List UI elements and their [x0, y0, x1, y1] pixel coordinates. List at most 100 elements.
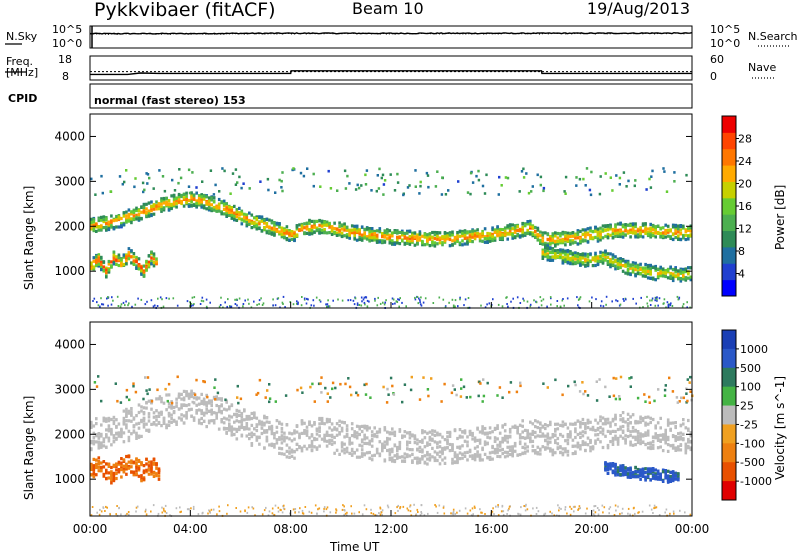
velocity-cell: [544, 434, 547, 438]
power-sparse-cell: [425, 171, 429, 175]
power-cell: [614, 264, 617, 268]
power-cell: [656, 224, 660, 228]
velocity-cell: [115, 468, 118, 472]
power-cell: [162, 206, 166, 210]
power-cell: [426, 235, 429, 239]
velocity-sparse-cell: [255, 393, 258, 396]
velocity-cell: [488, 431, 492, 435]
power-cell: [576, 259, 580, 263]
velocity-cell: [391, 447, 394, 451]
velocity-cell: [222, 427, 226, 431]
power-cell: [180, 193, 183, 198]
velocity-ground-cell: [226, 512, 228, 515]
velocity-cell: [677, 448, 680, 452]
power-ground-cell: [219, 304, 222, 306]
velocity-cell: [110, 481, 113, 485]
velocity-cell: [651, 468, 655, 472]
velocity-cell: [566, 438, 570, 442]
power-cell: [556, 254, 560, 258]
velocity-cell: [403, 459, 407, 463]
velocity-ground-cell: [669, 512, 671, 515]
velocity-cell: [132, 429, 136, 433]
power-ground-cell: [686, 306, 688, 309]
velocity-cell: [360, 438, 364, 442]
velocity-cell: [539, 434, 542, 438]
power-cell: [431, 230, 434, 235]
velocity-cell: [355, 436, 359, 440]
velocity-cell: [644, 423, 647, 427]
power-cell: [581, 239, 585, 243]
power-cell: [212, 200, 216, 204]
velocity-cell: [589, 445, 592, 449]
power-ground-cell: [220, 296, 222, 299]
velocity-sparse-cell: [195, 378, 198, 382]
power-cell: [205, 195, 208, 199]
velocity-cell: [228, 423, 231, 427]
velocity-cell: [340, 426, 344, 430]
velocity-cell: [195, 409, 198, 413]
power-cell: [95, 260, 98, 264]
power-cell: [386, 233, 389, 237]
velocity-cell: [150, 460, 153, 464]
velocity-cell: [503, 434, 507, 438]
velocity-cell: [659, 445, 662, 449]
power-cell: [358, 232, 361, 236]
power-cell: [616, 259, 620, 263]
velocity-cell: [122, 421, 126, 425]
velocity-cell: [621, 430, 625, 434]
velocity-cell: [476, 427, 479, 431]
power-cell: [117, 225, 121, 229]
velocity-cell: [669, 479, 672, 483]
power-cell: [355, 224, 359, 228]
velocity-cell: [488, 426, 492, 430]
velocity-cell: [644, 476, 647, 481]
velocity-cell: [155, 423, 158, 427]
velocity-cell: [398, 444, 402, 448]
velocity-ground-cell: [574, 505, 576, 508]
velocity-cell: [656, 446, 660, 450]
velocity-cell: [682, 422, 685, 426]
velocity-cell: [152, 411, 156, 415]
power-sparse-cell: [141, 181, 145, 185]
velocity-cell: [280, 441, 284, 445]
power-ground-cell: [414, 298, 417, 301]
power-sparse-cell: [348, 182, 351, 185]
power-cell: [391, 242, 394, 246]
velocity-cell: [554, 440, 557, 445]
power-cell: [170, 204, 173, 208]
power-cell: [355, 229, 359, 233]
velocity-cell: [473, 458, 477, 462]
power-cell: [122, 223, 126, 227]
power-sparse-cell: [234, 168, 238, 171]
velocity-cell: [619, 472, 622, 477]
power-cell: [207, 203, 211, 207]
velocity-cell: [664, 439, 667, 443]
power-ground-cell: [507, 305, 509, 308]
velocity-ground-cell: [379, 513, 382, 516]
velocity-cell: [230, 415, 234, 419]
power-cell: [147, 265, 151, 269]
power-cell: [192, 193, 196, 197]
power-sparse-cell: [378, 167, 381, 171]
power-cell: [503, 226, 507, 230]
velocity-cell: [636, 475, 640, 479]
power-cell: [185, 191, 188, 195]
velocity-ground-cell: [502, 514, 505, 517]
power-cell: [493, 228, 497, 232]
power-cell: [564, 234, 567, 238]
velocity-cell: [541, 433, 545, 437]
power-ground-cell: [361, 300, 363, 303]
power-cell: [416, 241, 419, 245]
power-cell: [636, 229, 640, 233]
velocity-cell: [202, 411, 206, 415]
velocity-ground-cell: [106, 506, 108, 509]
velocity-cell: [340, 449, 344, 453]
velocity-cell: [365, 436, 369, 440]
power-cell: [646, 269, 650, 274]
power-sparse-cell: [633, 184, 636, 188]
velocity-cell: [255, 428, 259, 433]
power-cell: [508, 232, 512, 236]
velocity-cell: [182, 403, 186, 407]
power-cell: [340, 227, 344, 231]
velocity-cell: [147, 399, 151, 403]
